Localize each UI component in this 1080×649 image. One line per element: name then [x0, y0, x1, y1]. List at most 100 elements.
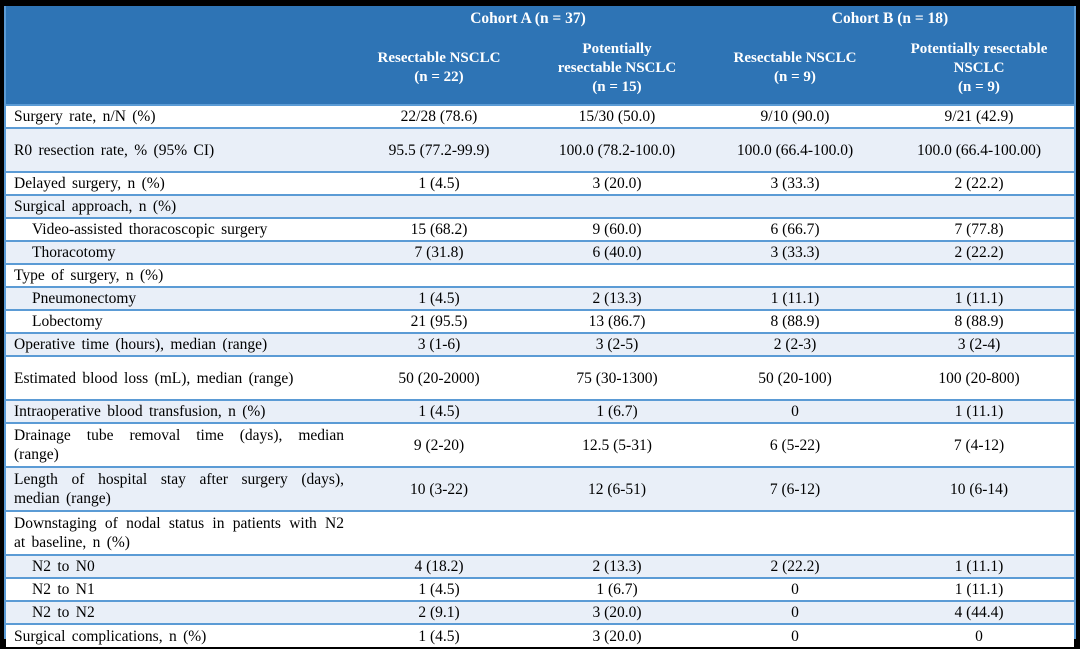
- cell-value: [350, 512, 528, 554]
- row-label: Operative time (hours), median (range): [14, 336, 268, 353]
- table-row: Video-assisted thoracoscopic surgery 15 …: [6, 219, 1074, 242]
- row-label: Drainage tube removal time (days), media…: [14, 427, 344, 463]
- cell-value: [706, 196, 884, 217]
- cell-value: 7 (4-12): [953, 436, 1005, 454]
- table-row: Delayed surgery, n (%) 1 (4.5) 3 (20.0) …: [6, 173, 1074, 196]
- row-label: Thoracotomy: [32, 244, 116, 261]
- cohort-b-header: Cohort B (n = 18): [831, 10, 949, 27]
- cell-value: 1 (4.5): [418, 403, 460, 420]
- row-label-cell: Drainage tube removal time (days), media…: [6, 424, 350, 466]
- cell-value: 50 (20-2000): [398, 369, 480, 387]
- row-label-cell: Downstaging of nodal status in patients …: [6, 512, 350, 554]
- table-row: Drainage tube removal time (days), media…: [6, 424, 1074, 468]
- row-label: Video-assisted thoracoscopic surgery: [32, 221, 268, 238]
- table-row: Estimated blood loss (mL), median (range…: [6, 357, 1074, 401]
- outcomes-table: Cohort A (n = 37) Cohort B (n = 18) Rese…: [4, 6, 1076, 647]
- row-label-cell: Thoracotomy: [6, 242, 350, 263]
- row-label-cell: N2 to N2: [6, 602, 350, 623]
- cell-value: 6 (66.7): [770, 221, 820, 238]
- cell-value: 3 (2-5): [595, 336, 639, 353]
- cell-value: 1 (11.1): [954, 290, 1004, 307]
- column-header: Resectable NSCLC (n = 9): [706, 32, 884, 104]
- cell-value: 4 (44.4): [954, 604, 1004, 621]
- cell-value: 2 (22.2): [954, 244, 1004, 261]
- row-label-cell: R0 resection rate, % (95% CI): [6, 129, 350, 171]
- row-label-header-spacer: [6, 32, 350, 104]
- cell-value: [528, 512, 706, 554]
- cell-value: [884, 265, 1074, 286]
- row-label-cell: Pneumonectomy: [6, 288, 350, 309]
- cell-value: 1 (4.5): [418, 627, 460, 645]
- table-row: Downstaging of nodal status in patients …: [6, 512, 1074, 556]
- cell-value: 7 (6-12): [769, 480, 821, 498]
- cell-value: 8 (88.9): [770, 313, 820, 330]
- cell-value: 2 (13.3): [592, 558, 642, 575]
- row-label-cell: Estimated blood loss (mL), median (range…: [6, 357, 350, 399]
- table-row: Intraoperative blood transfusion, n (%) …: [6, 401, 1074, 424]
- cell-value: 7 (31.8): [414, 244, 464, 261]
- cell-value: 0: [791, 627, 799, 645]
- table-row: R0 resection rate, % (95% CI) 95.5 (77.2…: [6, 129, 1074, 173]
- table-row: Thoracotomy 7 (31.8) 6 (40.0) 3 (33.3) 2…: [6, 242, 1074, 265]
- row-label: N2 to N1: [32, 581, 95, 598]
- column-label: Potentially resectable NSCLC: [910, 40, 1048, 76]
- cell-value: 100.0 (78.2-100.0): [558, 141, 676, 159]
- row-label: Type of surgery, n (%): [14, 267, 164, 284]
- row-label-cell: Video-assisted thoracoscopic surgery: [6, 219, 350, 240]
- cell-value: 3 (20.0): [592, 175, 642, 192]
- row-label-cell: Delayed surgery, n (%): [6, 173, 350, 194]
- cell-value: 3 (1-6): [417, 336, 461, 353]
- cell-value: 7 (77.8): [954, 221, 1004, 238]
- column-header: Potentially resectable NSCLC (n = 9): [884, 32, 1074, 104]
- cell-value: 22/28 (78.6): [400, 108, 478, 125]
- row-label: N2 to N0: [32, 558, 95, 575]
- cell-value: 95.5 (77.2-99.9): [388, 141, 490, 159]
- cell-value: 2 (2-3): [773, 336, 817, 353]
- cell-value: 9/10 (90.0): [760, 108, 830, 125]
- cell-value: 100 (20-800): [938, 369, 1020, 387]
- cell-value: [528, 265, 706, 286]
- cell-value: 1 (6.7): [596, 403, 638, 420]
- row-label-cell: Surgical complications, n (%): [6, 625, 350, 647]
- column-label: Resectable NSCLC: [733, 50, 857, 66]
- cohort-group-row: Cohort A (n = 37) Cohort B (n = 18): [6, 6, 1074, 32]
- cell-value: 100.0 (66.4-100.00): [917, 141, 1041, 159]
- cell-value: 12 (6-51): [587, 480, 647, 498]
- table-row: Operative time (hours), median (range) 3…: [6, 334, 1074, 357]
- table-body: Surgery rate, n/N (%) 22/28 (78.6) 15/30…: [6, 106, 1074, 647]
- table-row: N2 to N2 2 (9.1) 3 (20.0) 0 4 (44.4): [6, 602, 1074, 625]
- cell-value: [884, 196, 1074, 217]
- cell-value: 13 (86.7): [588, 313, 646, 330]
- cell-value: 2 (22.2): [954, 175, 1004, 192]
- row-label: Delayed surgery, n (%): [14, 175, 165, 192]
- cell-value: 6 (5-22): [769, 436, 821, 454]
- cell-value: 4 (18.2): [414, 558, 464, 575]
- cell-value: 3 (33.3): [770, 175, 820, 192]
- cell-value: 15 (68.2): [410, 221, 468, 238]
- table-row: Pneumonectomy 1 (4.5) 2 (13.3) 1 (11.1) …: [6, 288, 1074, 311]
- column-header: Resectable NSCLC (n = 22): [350, 32, 528, 104]
- cell-value: 3 (20.0): [592, 604, 642, 621]
- cell-value: 10 (6-14): [949, 480, 1009, 498]
- row-label-cell: Surgical approach, n (%): [6, 196, 350, 217]
- cell-value: 15/30 (50.0): [578, 108, 656, 125]
- cell-value: 3 (2-4): [957, 336, 1001, 353]
- column-header: Potentially resectable NSCLC (n = 15): [528, 32, 706, 104]
- table-row: Type of surgery, n (%): [6, 265, 1074, 288]
- row-label-cell: N2 to N1: [6, 579, 350, 600]
- column-label: Resectable NSCLC: [377, 50, 501, 66]
- row-label: Surgical approach, n (%): [14, 198, 177, 215]
- table-row: Surgical complications, n (%) 1 (4.5) 3 …: [6, 625, 1074, 647]
- row-label-cell: Length of hospital stay after surgery (d…: [6, 468, 350, 510]
- cell-value: 9/21 (42.9): [944, 108, 1014, 125]
- row-label-cell: Intraoperative blood transfusion, n (%): [6, 401, 350, 422]
- cell-value: [884, 512, 1074, 554]
- cell-value: 8 (88.9): [954, 313, 1004, 330]
- row-label: Surgery rate, n/N (%): [14, 108, 156, 125]
- cell-value: [350, 265, 528, 286]
- cell-value: 2 (13.3): [592, 290, 642, 307]
- table-row: Length of hospital stay after surgery (d…: [6, 468, 1074, 512]
- cell-value: 1 (11.1): [954, 403, 1004, 420]
- cell-value: 1 (4.5): [418, 290, 460, 307]
- column-n: (n = 9): [958, 78, 1000, 95]
